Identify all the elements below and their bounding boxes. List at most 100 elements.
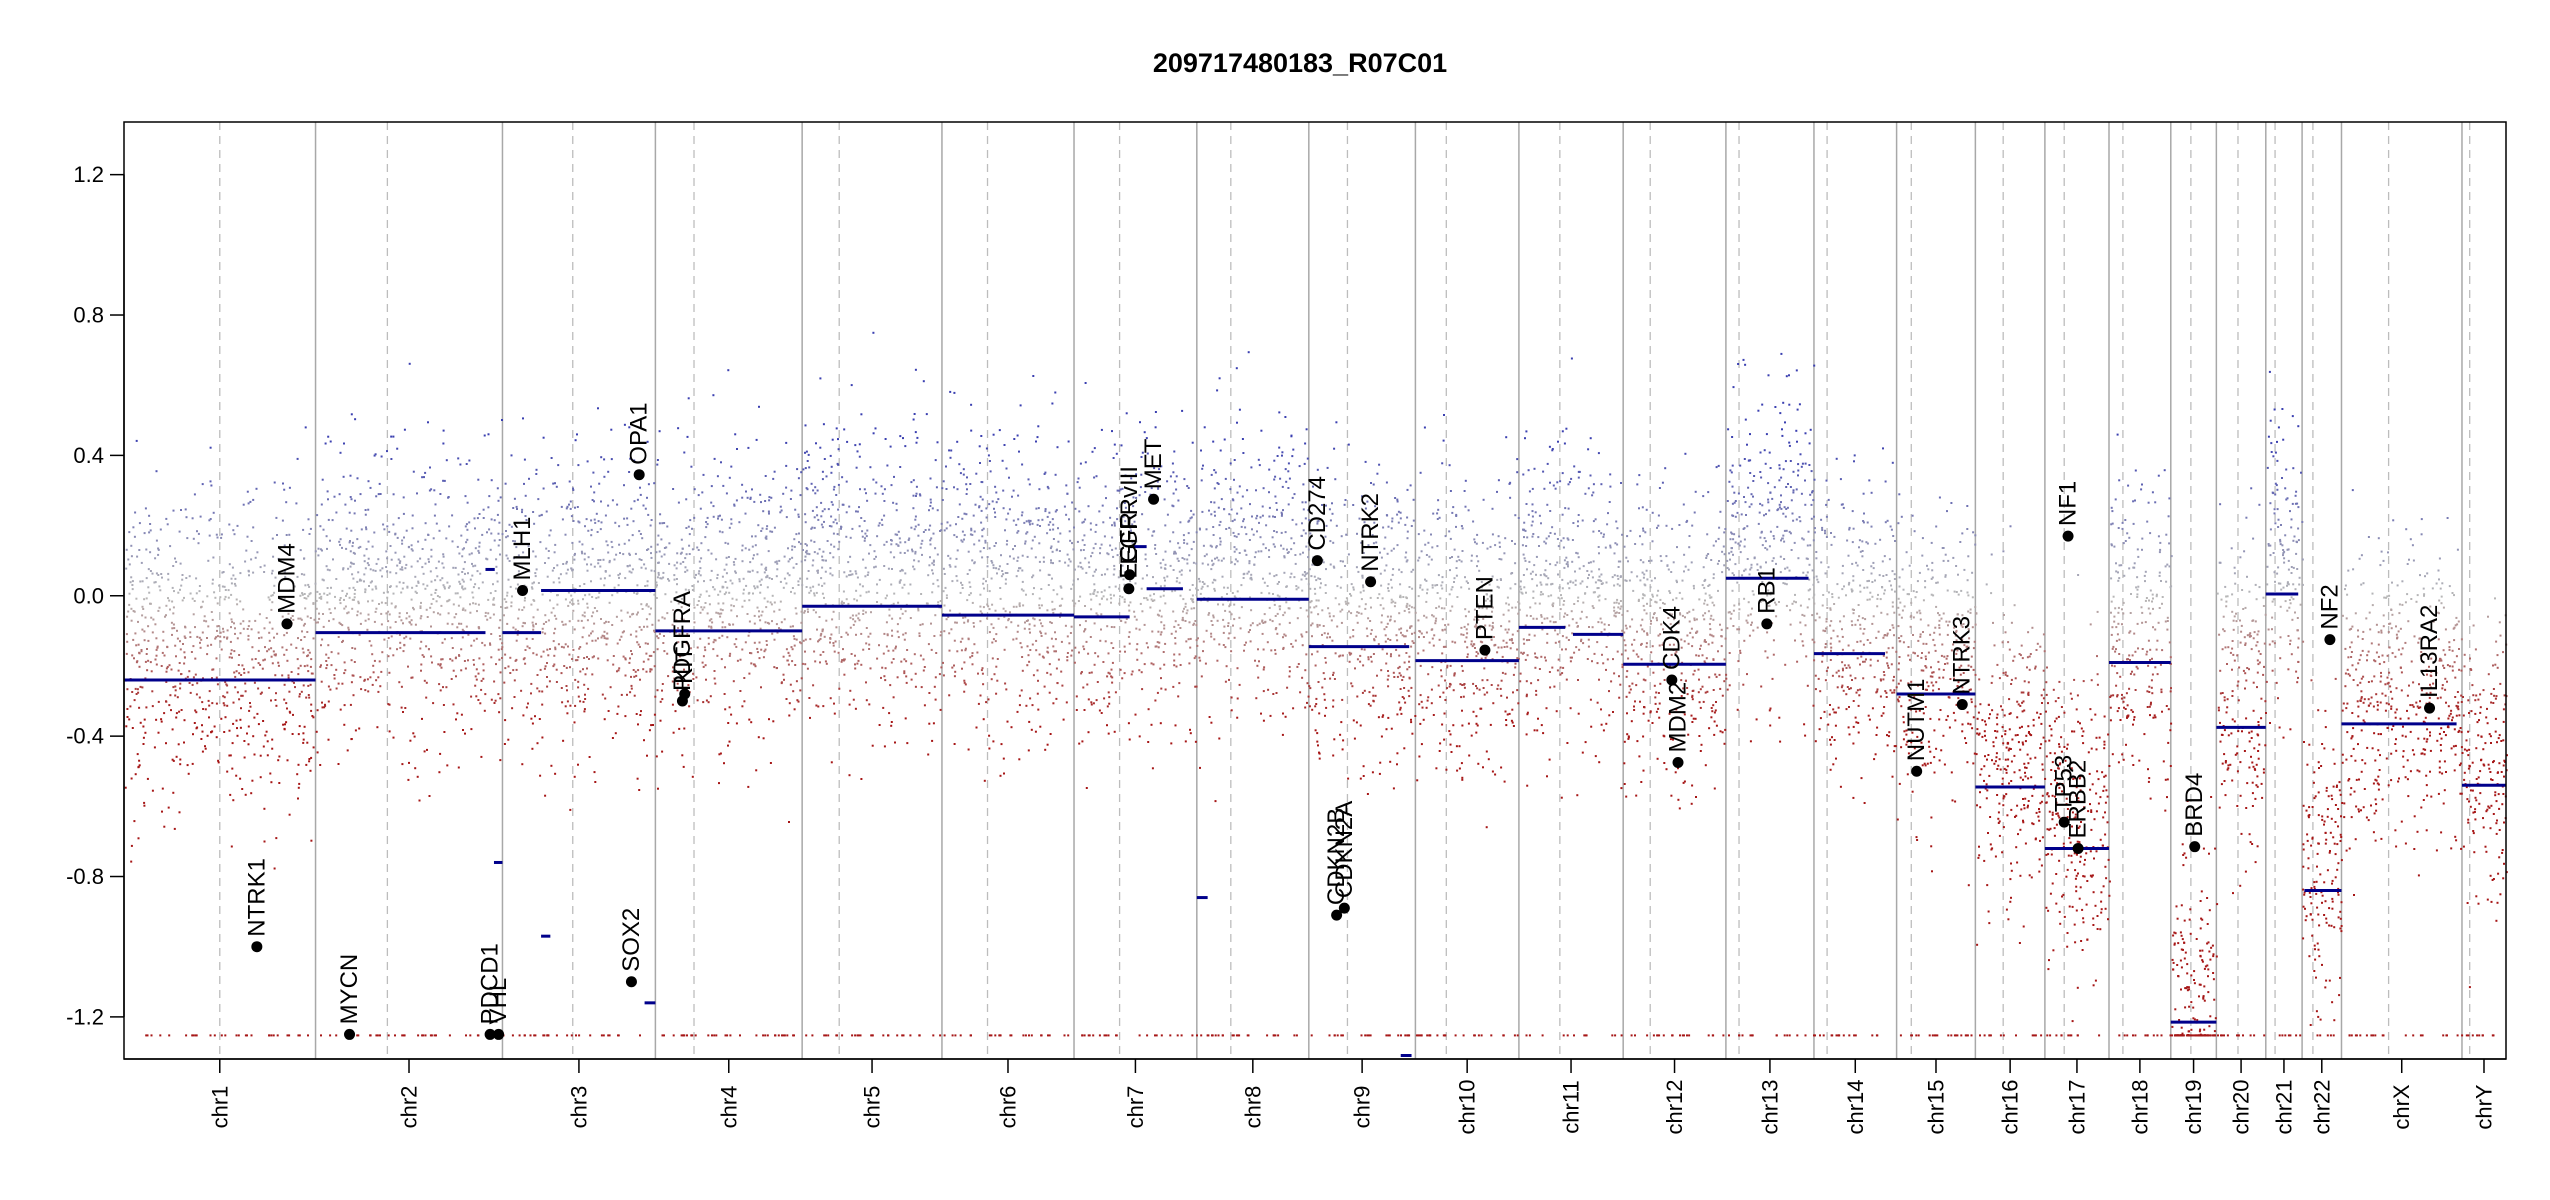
probe-point xyxy=(1300,633,1303,636)
probe-point xyxy=(1272,693,1275,695)
probe-point xyxy=(599,528,602,531)
probe-point xyxy=(555,617,558,620)
probe-point xyxy=(270,699,272,702)
probe-point xyxy=(352,541,354,544)
probe-point xyxy=(913,413,916,415)
probe-point xyxy=(462,580,465,583)
probe-point xyxy=(805,1034,808,1037)
probe-point xyxy=(583,657,586,659)
probe-point xyxy=(1125,412,1128,415)
probe-point xyxy=(225,683,228,686)
probe-point xyxy=(349,703,352,706)
probe-point xyxy=(253,716,256,719)
probe-point xyxy=(1229,488,1232,491)
probe-point xyxy=(1124,506,1127,509)
probe-point xyxy=(387,703,390,706)
probe-point xyxy=(198,696,201,699)
probe-point xyxy=(710,501,713,504)
probe-point xyxy=(646,625,649,628)
probe-point xyxy=(466,538,469,541)
probe-point xyxy=(1389,655,1392,658)
probe-point xyxy=(1106,724,1108,727)
probe-point xyxy=(803,610,806,613)
probe-point xyxy=(1211,559,1213,562)
probe-point xyxy=(417,540,420,543)
probe-point xyxy=(903,658,906,661)
probe-point xyxy=(641,608,644,610)
probe-point xyxy=(710,485,713,488)
probe-point xyxy=(534,555,537,558)
probe-point xyxy=(137,837,140,840)
probe-point xyxy=(608,559,611,562)
probe-point xyxy=(909,1034,912,1037)
probe-point xyxy=(1056,593,1059,596)
probe-point xyxy=(544,562,546,564)
probe-point xyxy=(398,681,401,684)
probe-point xyxy=(207,625,210,628)
probe-point xyxy=(624,674,627,677)
probe-point xyxy=(135,597,138,600)
probe-point xyxy=(151,631,154,634)
probe-point xyxy=(721,621,724,624)
probe-point xyxy=(1186,562,1189,565)
probe-point xyxy=(605,637,608,640)
probe-point xyxy=(873,558,876,560)
probe-point xyxy=(797,700,800,703)
probe-point xyxy=(703,606,706,609)
probe-point xyxy=(400,591,403,594)
probe-point xyxy=(1015,523,1018,526)
probe-point xyxy=(315,730,318,733)
probe-point xyxy=(206,653,209,656)
probe-point xyxy=(1052,589,1055,592)
probe-point xyxy=(180,509,182,511)
probe-point xyxy=(140,561,143,564)
probe-point xyxy=(1306,682,1309,685)
probe-point xyxy=(1223,508,1226,511)
probe-point xyxy=(1227,637,1230,640)
probe-point xyxy=(836,462,839,465)
probe-point xyxy=(1050,545,1053,548)
probe-point xyxy=(1218,524,1221,527)
probe-point xyxy=(1103,697,1106,700)
probe-point xyxy=(1018,605,1021,608)
probe-point xyxy=(992,740,995,743)
probe-point xyxy=(290,671,293,673)
probe-point xyxy=(750,721,753,724)
probe-point xyxy=(892,696,895,699)
probe-point xyxy=(155,648,158,651)
probe-point xyxy=(1123,598,1126,601)
probe-point xyxy=(301,593,304,596)
probe-point xyxy=(1173,664,1176,667)
probe-point xyxy=(349,496,352,498)
probe-point xyxy=(542,436,545,439)
probe-point xyxy=(417,1034,420,1037)
probe-point xyxy=(1215,546,1218,549)
probe-point xyxy=(1189,637,1192,640)
probe-point xyxy=(647,605,650,608)
probe-point xyxy=(378,482,381,485)
probe-point xyxy=(175,560,178,563)
probe-point xyxy=(1070,587,1073,590)
probe-point xyxy=(1242,518,1245,521)
probe-point xyxy=(521,609,524,611)
probe-point xyxy=(672,666,674,669)
probe-point xyxy=(226,704,229,707)
probe-point xyxy=(593,622,596,625)
probe-point xyxy=(1000,554,1002,557)
probe-point xyxy=(1051,600,1054,603)
probe-point xyxy=(1113,443,1116,446)
probe-point xyxy=(125,633,128,636)
probe-point xyxy=(788,821,790,823)
probe-point xyxy=(325,535,328,538)
probe-point xyxy=(320,503,323,506)
probe-point xyxy=(1290,434,1293,437)
probe-point xyxy=(1121,677,1124,680)
probe-point xyxy=(724,708,727,711)
probe-point xyxy=(721,626,724,629)
probe-point xyxy=(506,591,509,594)
probe-point xyxy=(914,525,917,528)
probe-point xyxy=(450,678,453,680)
probe-point xyxy=(1050,622,1053,624)
probe-point xyxy=(759,627,762,630)
probe-point xyxy=(640,566,643,569)
